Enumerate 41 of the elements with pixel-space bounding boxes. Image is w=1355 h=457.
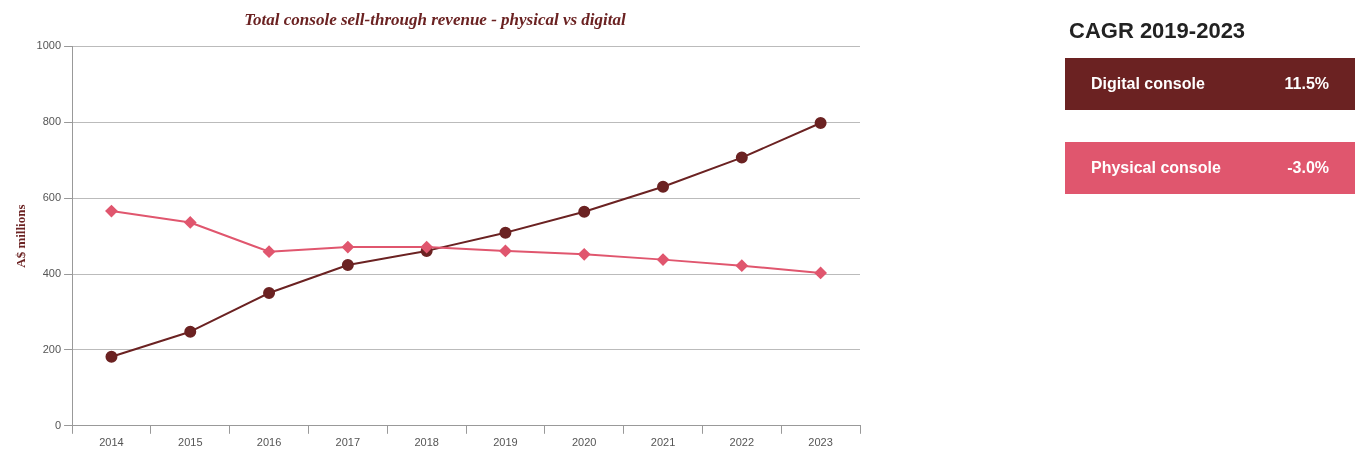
text: 11.5%: [1284, 75, 1329, 93]
x-tick-label: 2022: [729, 436, 755, 449]
point: [499, 226, 512, 239]
y-axis-title: A$ millions: [13, 204, 29, 268]
point: [263, 245, 276, 258]
point: [578, 248, 591, 261]
x-tick-label: 2016: [256, 436, 282, 449]
x-tick-label: 2015: [178, 436, 203, 449]
legend-title: CAGR 2019-2023: [1069, 18, 1247, 44]
point: [341, 241, 354, 254]
y-tick-label: 400: [42, 267, 62, 280]
point: [814, 266, 827, 279]
point: [184, 216, 197, 229]
point: [499, 244, 512, 257]
text: Physical console: [1091, 159, 1221, 177]
point: [657, 180, 670, 193]
point: [105, 350, 118, 363]
x-tick-label: 2017: [335, 436, 361, 449]
y-tick-label: 200: [42, 342, 62, 355]
y-tick-label: 800: [42, 115, 62, 128]
x-tick-label: 2020: [571, 436, 597, 449]
chart-title: Total console sell-through revenue - physical vs digital: [244, 9, 626, 29]
point: [105, 205, 118, 218]
text: Digital console: [1091, 75, 1205, 93]
point: [657, 253, 670, 266]
x-tick-label: 2018: [414, 436, 439, 449]
x-tick-label: 2014: [99, 436, 124, 449]
point: [184, 325, 197, 338]
point: [735, 151, 748, 164]
text: -3.0%: [1287, 159, 1329, 177]
y-tick-label: 1000: [36, 39, 62, 52]
point: [814, 117, 827, 130]
point: [341, 258, 354, 271]
point: [578, 205, 591, 218]
x-tick-label: 2023: [808, 436, 833, 449]
y-tick-label: 600: [42, 191, 62, 204]
y-tick-label: 0: [54, 418, 62, 431]
point: [735, 259, 748, 272]
x-tick-label: 2019: [493, 436, 518, 449]
point: [263, 287, 276, 300]
x-tick-label: 2021: [650, 436, 676, 449]
